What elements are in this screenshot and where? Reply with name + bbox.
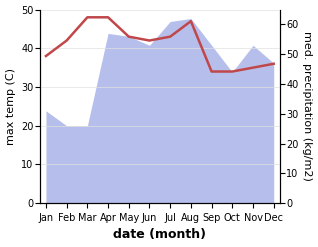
Y-axis label: max temp (C): max temp (C) xyxy=(5,68,16,145)
Y-axis label: med. precipitation (kg/m2): med. precipitation (kg/m2) xyxy=(302,31,313,181)
X-axis label: date (month): date (month) xyxy=(113,228,206,242)
